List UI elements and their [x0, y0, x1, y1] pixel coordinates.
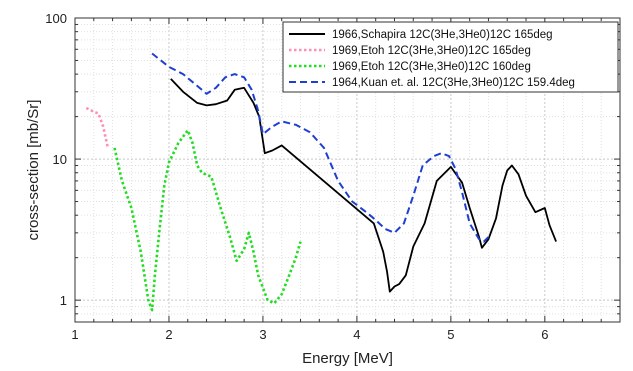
y-axis-label: cross-section [mb/Sr] — [25, 100, 42, 241]
x-tick-label: 1 — [71, 327, 78, 342]
x-tick-label: 4 — [353, 327, 360, 342]
x-axis-label: Energy [MeV] — [302, 350, 393, 367]
legend-box — [282, 21, 619, 93]
legend-label-1: 1966,Schapira 12C(3He,3He0)12C 165deg — [332, 29, 553, 41]
y-tick-label: 1 — [60, 293, 67, 308]
y-tick-label: 10 — [53, 152, 67, 167]
series-group — [85, 52, 557, 312]
x-axis-ticks: 1 2 3 4 5 6 — [71, 18, 621, 342]
series-line-4 — [151, 52, 490, 243]
y-axis-ticks: 1 10 100 — [45, 11, 620, 323]
series-line-2 — [85, 106, 110, 149]
y-tick-label: 100 — [45, 11, 67, 26]
x-tick-label: 3 — [259, 327, 266, 342]
x-tick-label: 6 — [541, 327, 548, 342]
legend-label-3: 1969,Etoh 12C(3He,3He0)12C 160deg — [332, 61, 531, 73]
legend-label-4: 1964,Kuan et. al. 12C(3He,3He0)12C 159.4… — [332, 77, 575, 89]
series-line-3 — [113, 129, 302, 312]
plot-area-frame — [74, 17, 621, 323]
legend-label-2: 1969,Etoh 12C(3He,3He0)12C 165deg — [332, 45, 531, 57]
series-line-1 — [170, 78, 557, 293]
x-tick-label: 5 — [447, 327, 454, 342]
x-tick-label: 2 — [165, 327, 172, 342]
legend: 1966,Schapira 12C(3He,3He0)12C 165deg 196… — [282, 21, 619, 93]
